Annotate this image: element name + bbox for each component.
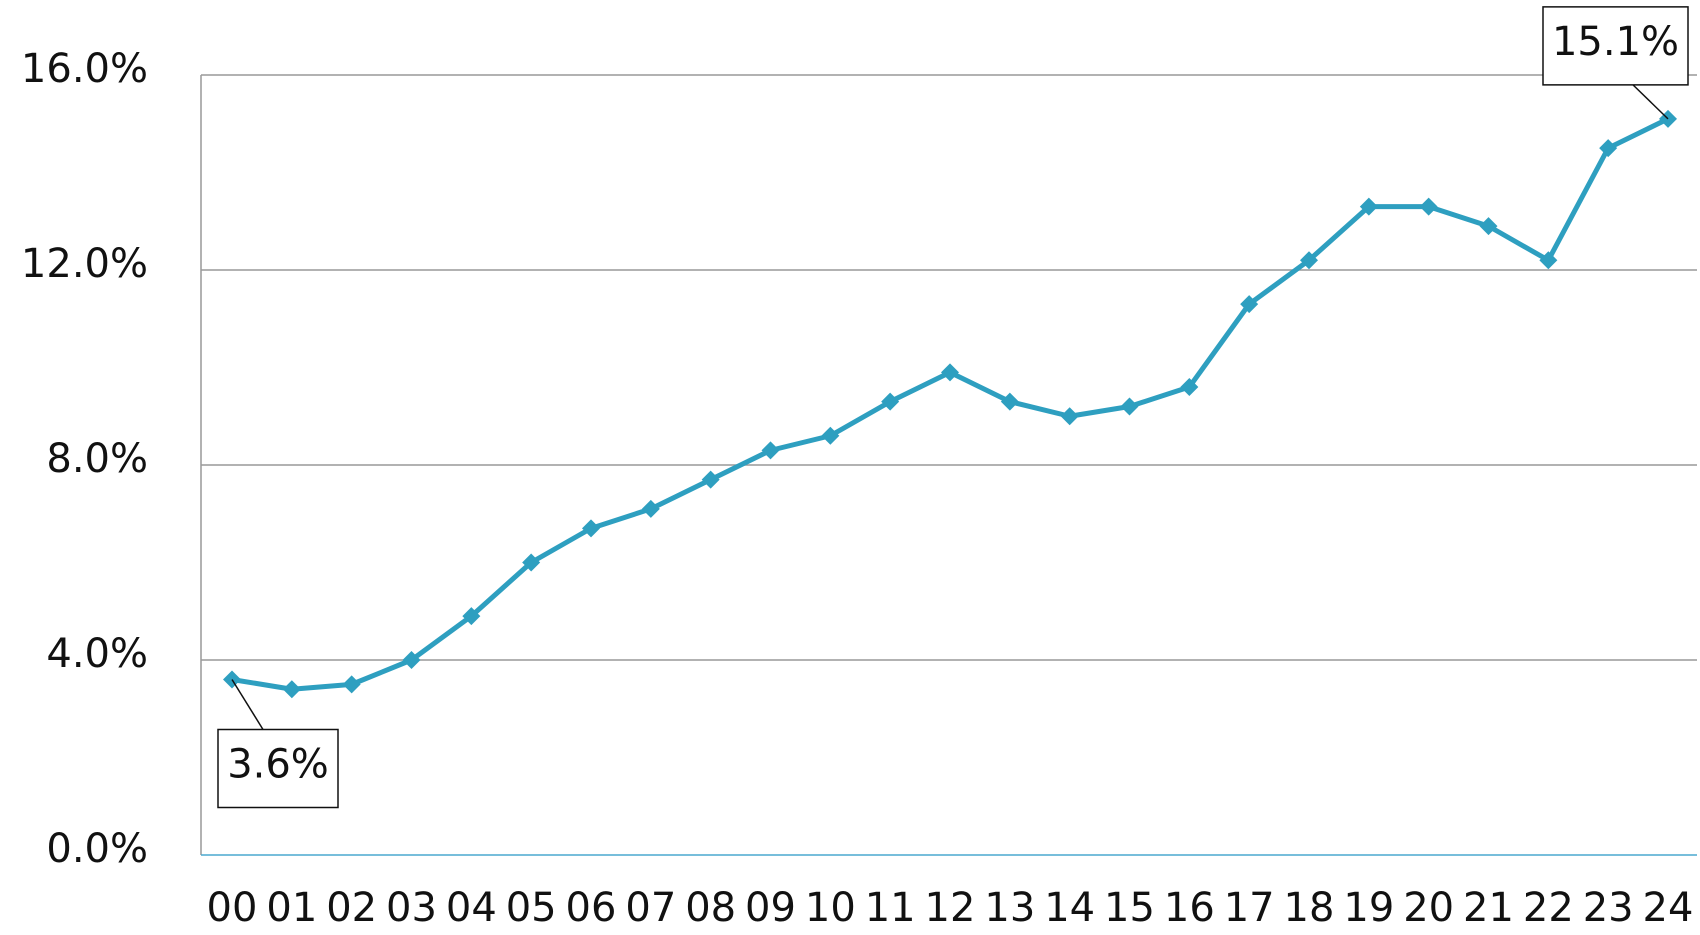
x-tick-label: 10 (805, 885, 856, 931)
point (342, 675, 361, 694)
y-tick-label: 16.0% (21, 46, 148, 92)
y-tick-label: 8.0% (46, 436, 148, 482)
point (1000, 392, 1019, 411)
point (701, 470, 720, 489)
point (582, 519, 600, 538)
x-tick-label: 17 (1224, 885, 1275, 931)
x-tick-label: 06 (566, 885, 617, 931)
x-tick-label: 08 (685, 885, 736, 931)
point (402, 651, 421, 669)
point (881, 392, 900, 411)
point (941, 363, 959, 382)
x-tick-label: 01 (266, 885, 317, 931)
point (1300, 251, 1318, 270)
x-tick-label: 22 (1523, 885, 1574, 931)
x-tick-label: 12 (925, 885, 976, 931)
data-label: 15.1% (1552, 19, 1679, 65)
y-tick-label: 0.0% (46, 826, 148, 872)
x-tick-label: 24 (1643, 885, 1694, 931)
point (522, 553, 541, 572)
point (282, 680, 301, 699)
x-tick-label: 09 (745, 885, 796, 931)
point (1120, 397, 1139, 416)
x-tick-label: 21 (1463, 885, 1514, 931)
x-tick-label: 05 (506, 885, 557, 931)
label-box (1542, 6, 1689, 86)
x-tick-label: 04 (446, 885, 497, 931)
point (761, 441, 780, 460)
point (1240, 295, 1259, 314)
leader-line (231, 679, 264, 730)
x-tick-label: 00 (207, 885, 258, 931)
x-tick-label: 13 (984, 885, 1035, 931)
x-tick-label: 18 (1284, 885, 1335, 931)
x-tick-label: 11 (865, 885, 916, 931)
point (462, 607, 481, 626)
y-tick-label: 4.0% (46, 631, 148, 677)
leader-line (1632, 84, 1669, 120)
x-tick-label: 15 (1104, 885, 1155, 931)
point (1479, 217, 1498, 236)
data-label: 3.6% (227, 742, 329, 788)
line (231, 116, 1670, 692)
y-tick-label: 12.0% (21, 241, 148, 287)
point (641, 499, 660, 518)
x-tick-label: 23 (1583, 885, 1634, 931)
x-tick-label: 20 (1403, 885, 1454, 931)
point (1539, 251, 1558, 270)
point (1180, 378, 1199, 396)
point (1060, 407, 1079, 426)
x-tick-label: 14 (1044, 885, 1095, 931)
x-tick-label: 02 (326, 885, 377, 931)
point (821, 426, 840, 445)
label-box (217, 728, 339, 809)
point (1419, 197, 1438, 216)
x-tick-label: 03 (386, 885, 437, 931)
x-tick-label: 16 (1164, 885, 1215, 931)
x-tick-label: 07 (625, 885, 676, 931)
x-tick-label: 19 (1343, 885, 1394, 931)
point (1359, 197, 1378, 216)
point (1599, 139, 1618, 158)
